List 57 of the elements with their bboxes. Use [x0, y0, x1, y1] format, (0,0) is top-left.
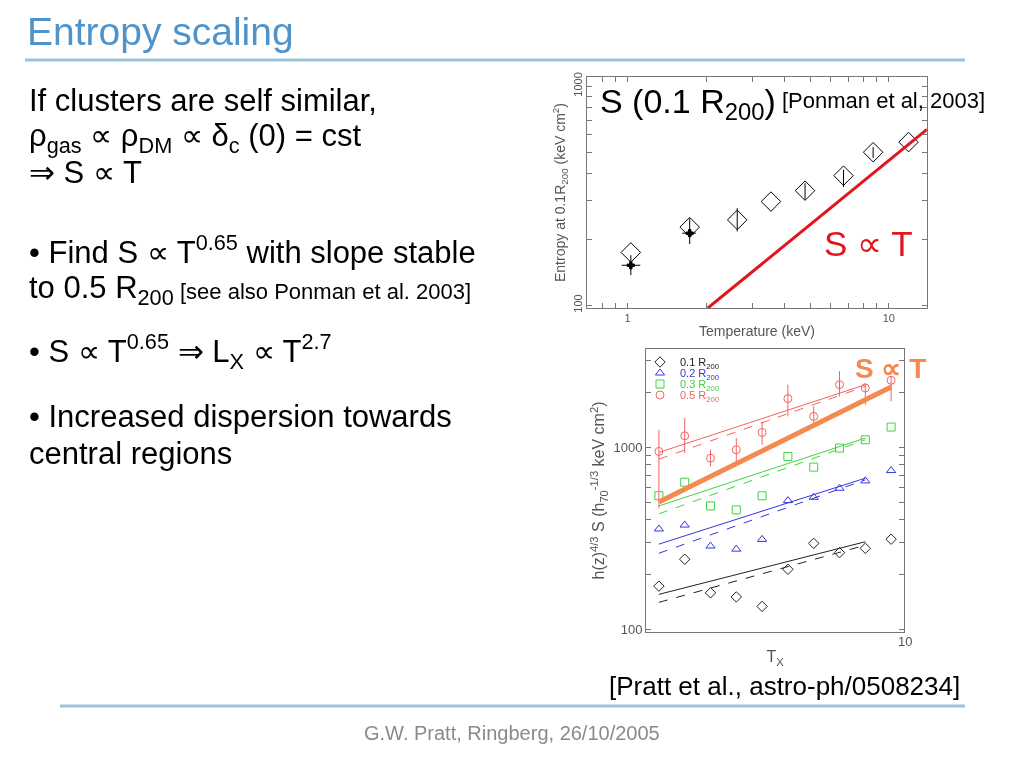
point — [885, 533, 897, 545]
point — [886, 422, 896, 432]
text: • Increased dispersion towards — [29, 399, 452, 434]
text: to 0.5 R$_{200}$ — [29, 270, 174, 310]
point — [834, 483, 845, 491]
point — [783, 451, 793, 461]
x-axis-title: T$_{X}$ — [766, 648, 785, 668]
text: 10 — [898, 634, 913, 649]
text: G.W. Pratt, Ringberg, 26/10/2005 — [364, 722, 660, 744]
point — [782, 563, 794, 575]
point — [731, 505, 741, 515]
annotation: S ∝ T — [824, 224, 913, 263]
point — [859, 542, 871, 554]
x-axis-title: Temperature (keV) — [699, 322, 815, 339]
point — [757, 491, 767, 501]
point — [808, 537, 820, 550]
point — [835, 443, 844, 453]
x-tick-label: 1 — [624, 312, 631, 325]
text: central regions — [29, 436, 233, 471]
point — [731, 445, 741, 455]
text: [see also Ponman et al. 2003] — [180, 279, 472, 304]
text: • Find S ∝ T$^{0.65}$ with slope stable — [29, 230, 476, 271]
point — [679, 520, 690, 528]
point — [756, 600, 768, 613]
point — [730, 591, 742, 603]
point — [680, 477, 690, 487]
point — [809, 411, 819, 421]
point — [860, 435, 870, 445]
point — [706, 453, 715, 463]
point — [835, 380, 844, 390]
point — [731, 544, 742, 552]
point — [679, 553, 691, 565]
annotation: S (0.1 R$_{200}$) — [600, 82, 776, 126]
annotation: S ∝ T — [855, 353, 927, 384]
y-tick-label: 100 — [571, 294, 584, 313]
y-tick-label: 1000 — [571, 72, 584, 97]
point — [860, 383, 870, 393]
point — [833, 546, 846, 559]
point — [705, 541, 716, 549]
y-tick-label: 1000 — [613, 439, 643, 455]
text: If clusters are self similar, — [29, 83, 377, 118]
point — [704, 587, 717, 599]
text: Entropy scaling — [27, 10, 294, 53]
y-tick-label: 100 — [620, 622, 643, 638]
point — [654, 446, 664, 456]
text: [Pratt et al., astro-ph/0508234] — [609, 671, 961, 701]
annotation: [Ponman et al, 2003] — [782, 88, 986, 113]
point — [809, 462, 819, 472]
point — [653, 580, 665, 592]
point — [860, 476, 871, 484]
point — [886, 375, 896, 385]
text: • S ∝ T$^{0.65}$ ⇒ L$_{X}$ ∝ T$^{2.7}$ — [29, 329, 332, 374]
point — [680, 431, 690, 441]
point — [808, 492, 819, 500]
point — [783, 394, 793, 404]
point — [706, 501, 715, 511]
point — [757, 427, 767, 437]
